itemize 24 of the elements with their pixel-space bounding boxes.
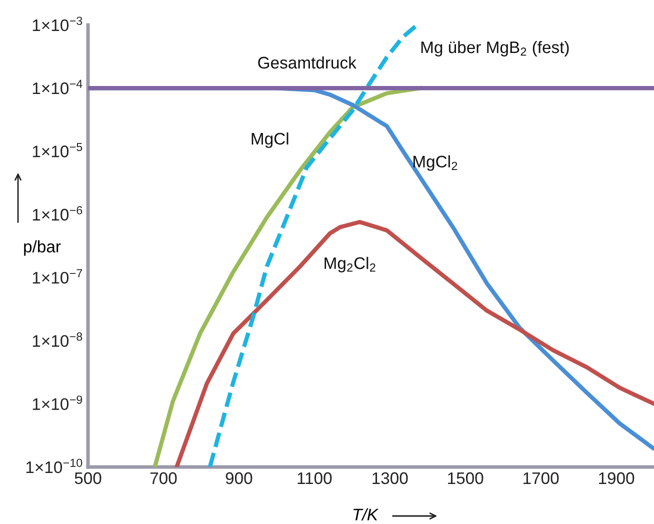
y-tick-label: 1×10$^{−4}$ [32,80,82,94]
series-label: Mg über MgB$_{2}$ (fest) [421,40,569,56]
y-tick-label: 1×10$^{−10}$ [26,458,82,474]
x-tick-label: 500 [74,472,102,484]
y-tick-label: 1×10$^{−3}$ [32,16,82,32]
y-tick-label: 1×10$^{−7}$ [32,269,82,284]
series-label: Gesamtdruck [258,56,356,69]
x-axis-title: T/K [354,508,379,520]
series-label: MgCl [252,132,288,148]
x-tick-label: 1900 [599,472,634,484]
line-series [174,220,654,467]
x-tick-label: 1100 [298,472,332,484]
y-tick-label: 1×10$^{−6}$ [32,206,82,221]
y-axis-title: p/bar [24,240,61,256]
y-tick-label: 1×10$^{−9}$ [32,396,82,410]
series-label: MgCl$_{2}$ [414,155,458,171]
series-label: Mg$_{2}$Cl$_{2}$ [324,256,376,272]
x-tick-label: 700 [150,472,177,484]
y-tick-label: 1×10$^{−8}$ [32,332,82,347]
x-tick-label: 1500 [448,472,484,484]
x-tick-label: 1700 [524,472,559,484]
x-tick-label: 1300 [372,472,408,484]
y-tick-label: 1×10$^{−5}$ [32,142,82,158]
x-tick-label: 900 [226,472,252,484]
